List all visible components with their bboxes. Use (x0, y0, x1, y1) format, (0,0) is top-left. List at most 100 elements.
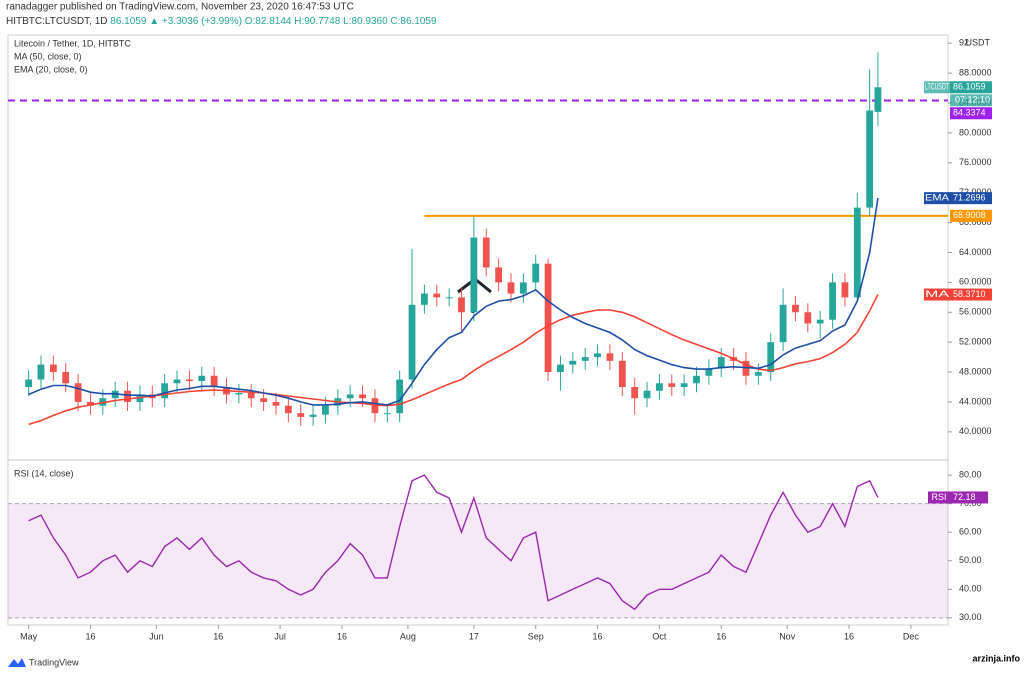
y-tick-label: 56.0000 (959, 307, 992, 317)
label-name-box (924, 81, 950, 94)
indicator-line (28, 197, 879, 406)
rsi-band (8, 503, 948, 618)
candle-body (618, 360, 626, 388)
candle-body (284, 405, 292, 414)
candle-body (767, 342, 775, 373)
candle-body (594, 353, 601, 358)
candle-body (717, 357, 725, 369)
label-name-box (928, 491, 950, 504)
tv-logo: TradingView (8, 657, 79, 667)
candle-body (272, 401, 280, 406)
plot-frame (7, 34, 949, 626)
x-tick-label: 16 (213, 631, 223, 641)
y-tick-label: 52.0000 (959, 337, 992, 347)
y-tick-label: 68.0000 (959, 217, 992, 227)
candle-body (866, 110, 874, 208)
candle-body (161, 383, 169, 399)
symbol-line: HITBTC:LTCUSDT, 1D 86.1059 ▲ +3.3036 (+3… (6, 16, 437, 27)
candle-body (482, 237, 490, 268)
candle-body (544, 263, 552, 373)
x-tick-label: 17 (469, 631, 479, 641)
candle-body (421, 293, 428, 305)
candle-body (779, 304, 787, 343)
candle-body (297, 413, 305, 417)
label-value-box (950, 107, 992, 120)
candle-body (668, 383, 676, 388)
ohlc: O:82.8144 H:90.7748 L:80.9360 C:86.1059 (245, 16, 437, 27)
rsi-line (28, 474, 879, 611)
candle-body (557, 364, 564, 373)
plot-area (8, 52, 948, 619)
y-tick-label: 40.0000 (959, 426, 992, 436)
candle-body (383, 413, 391, 415)
candle-body (693, 375, 700, 384)
logo-text: TradingView (29, 657, 79, 667)
y-unit: USDT (966, 37, 991, 47)
x-tick-label: 16 (844, 631, 854, 641)
candle-body (37, 364, 45, 380)
y-tick-label: 64.0000 (959, 247, 992, 257)
candle-body (643, 390, 651, 399)
candle-body (210, 375, 218, 388)
candle-body (705, 368, 713, 376)
x-tick-label: Jun (149, 631, 164, 641)
label-value-box (950, 209, 992, 222)
label-name: EMA (925, 193, 949, 203)
candle-body (309, 414, 317, 417)
candle-body (359, 394, 366, 399)
publisher: ranadagger published on TradingView.com,… (6, 2, 354, 13)
candle-body (49, 364, 57, 373)
x-tick-label: May (20, 631, 38, 641)
candle-body (396, 379, 404, 414)
y-tick-label: 72.0000 (959, 187, 992, 197)
candle-body (507, 282, 515, 294)
candle-body (532, 263, 540, 283)
x-tick-label: Nov (779, 631, 796, 641)
label-value-box (950, 192, 992, 205)
candle-body (433, 293, 441, 298)
y-tick-label: 80.0000 (959, 127, 992, 137)
price-label: LTCUSDT 86.1059 07:12:10 (924, 81, 992, 107)
label-value: 86.1059 (953, 82, 986, 92)
y-tick-label: 80.00 (959, 470, 982, 480)
label-name: MA (925, 289, 949, 299)
candle-body (804, 312, 812, 324)
countdown-box (950, 94, 992, 107)
candle-body (680, 383, 688, 388)
price-label: 68.9008 (950, 209, 992, 222)
candle-body (247, 392, 255, 399)
label-value: 84.3374 (953, 108, 986, 118)
price-label: EMA 71.2696 (924, 192, 992, 205)
label-value-box (950, 491, 988, 504)
candle-body (853, 207, 861, 298)
label-value-box (950, 288, 992, 301)
label-value-box (950, 81, 992, 94)
x-tick-label: Aug (400, 631, 416, 641)
label-name-box (924, 192, 950, 205)
y-tick-label: 48.0000 (959, 366, 992, 376)
label-name-box (924, 288, 950, 301)
rsi-legend: RSI (14, close) (14, 468, 74, 478)
candle-body (656, 383, 663, 391)
candle-body (408, 304, 416, 380)
chart-title: Litecoin / Tether, 1D, HITBTC (14, 38, 131, 48)
candle-body (816, 319, 824, 324)
candle-body (173, 379, 181, 384)
watermark: arzinja.info (972, 653, 1020, 663)
last-price: 86.1059 (110, 16, 147, 27)
candle-body (792, 304, 799, 313)
x-tick-label: 16 (716, 631, 726, 641)
candle-body (445, 297, 453, 299)
y-tick-label: 44.0000 (959, 396, 992, 406)
label-name: RSI (931, 492, 946, 502)
label-value: 72.18 (953, 492, 976, 502)
candle-body (581, 357, 589, 361)
candle-body (260, 398, 268, 402)
x-tick-label: 16 (593, 631, 603, 641)
y-tick-label: 60.00 (959, 527, 982, 537)
candle-body (74, 383, 82, 402)
x-tick-label: Dec (903, 631, 920, 641)
y-tick-label: 40.00 (959, 584, 982, 594)
candle-body (87, 401, 94, 406)
